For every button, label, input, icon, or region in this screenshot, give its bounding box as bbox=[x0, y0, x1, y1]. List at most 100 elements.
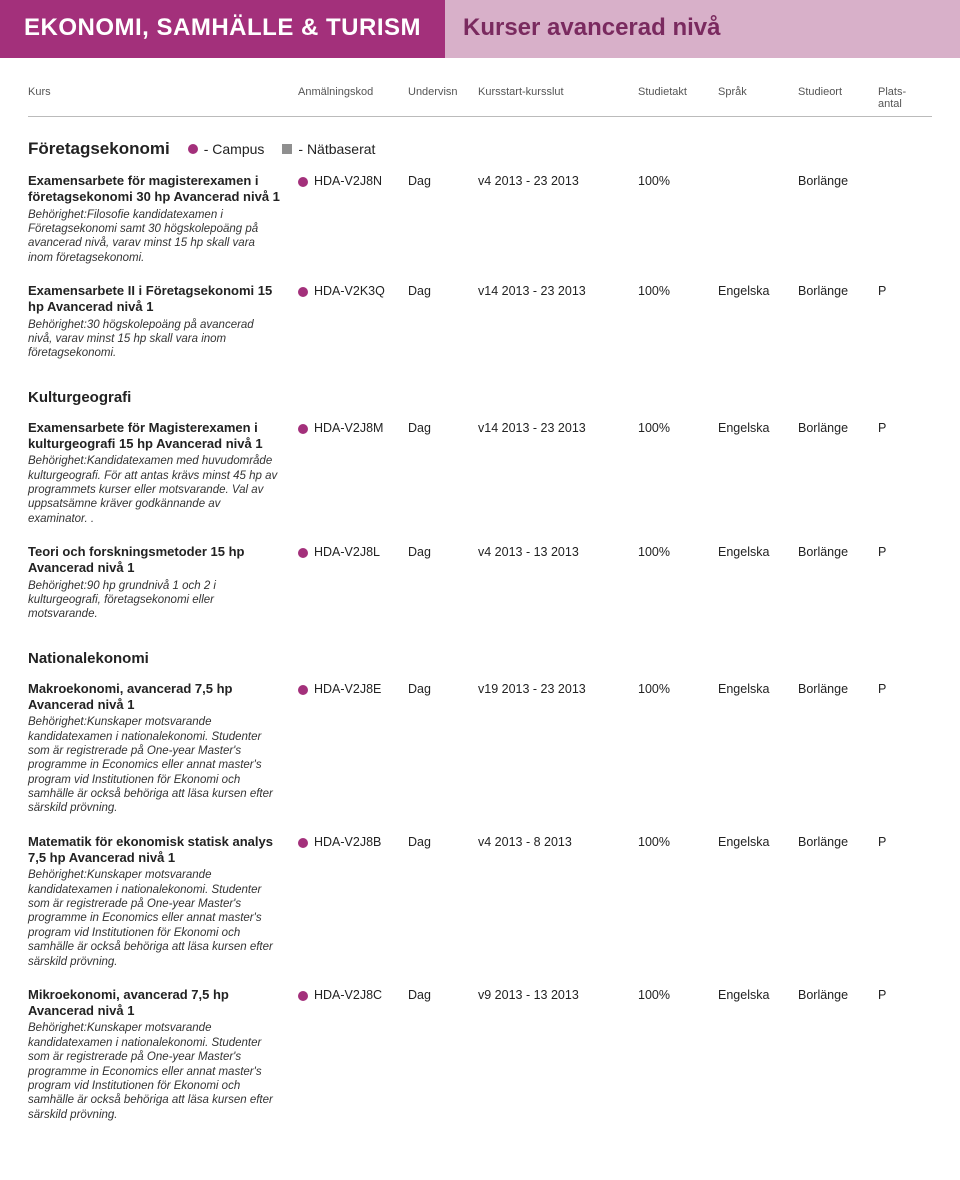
banner-category: EKONOMI, SAMHÄLLE & TURISM bbox=[0, 0, 445, 58]
course-row: Matematik för ekonomisk statisk analys 7… bbox=[28, 834, 932, 969]
column-headers: Kurs Anmälningskod Undervisn Kursstart-k… bbox=[28, 86, 932, 117]
course-language: Engelska bbox=[718, 544, 798, 559]
course-language bbox=[718, 173, 798, 174]
course-place: Borlänge bbox=[798, 283, 878, 298]
course-mode: Dag bbox=[408, 283, 478, 298]
section-title: Kulturgeografi bbox=[28, 389, 131, 406]
sections-container: Företagsekonomi - Campus - Nätbaserat Exame… bbox=[28, 139, 932, 1122]
course-pace: 100% bbox=[638, 283, 718, 298]
course-code: HDA-V2J8L bbox=[314, 545, 380, 559]
col-studieort: Studieort bbox=[798, 86, 878, 110]
course-mode: Dag bbox=[408, 987, 478, 1002]
legend-net-label: - Nätbaserat bbox=[298, 141, 375, 157]
course-title: Matematik för ekonomisk statisk analys 7… bbox=[28, 834, 280, 867]
campus-dot-icon bbox=[298, 548, 308, 558]
section-title: Nationalekonomi bbox=[28, 650, 149, 667]
course-pace: 100% bbox=[638, 834, 718, 849]
campus-dot-icon bbox=[298, 177, 308, 187]
course-code-cell: HDA-V2J8C bbox=[298, 987, 408, 1002]
course-title: Mikroekonomi, avancerad 7,5 hp Avancerad… bbox=[28, 987, 280, 1020]
course-code-cell: HDA-V2J8M bbox=[298, 420, 408, 435]
col-sprak: Språk bbox=[718, 86, 798, 110]
section-title: Företagsekonomi bbox=[28, 139, 170, 159]
course-code-cell: HDA-V2K3Q bbox=[298, 283, 408, 298]
course-code-cell: HDA-V2J8L bbox=[298, 544, 408, 559]
page-body: Kurs Anmälningskod Undervisn Kursstart-k… bbox=[0, 58, 960, 1180]
course-pace: 100% bbox=[638, 544, 718, 559]
course-code: HDA-V2K3Q bbox=[314, 284, 385, 298]
course-slots: P bbox=[878, 681, 918, 696]
course-row: Makroekonomi, avancerad 7,5 hp Avancerad… bbox=[28, 681, 932, 816]
legend-campus-label: - Campus bbox=[204, 141, 265, 157]
campus-dot-icon bbox=[298, 838, 308, 848]
course-slots: P bbox=[878, 834, 918, 849]
course-period: v4 2013 - 13 2013 bbox=[478, 544, 638, 559]
course-slots: P bbox=[878, 544, 918, 559]
course-slots: P bbox=[878, 987, 918, 1002]
course-row: Mikroekonomi, avancerad 7,5 hp Avancerad… bbox=[28, 987, 932, 1122]
course-period: v19 2013 - 23 2013 bbox=[478, 681, 638, 696]
course-place: Borlänge bbox=[798, 681, 878, 696]
course-pace: 100% bbox=[638, 420, 718, 435]
course-mode: Dag bbox=[408, 173, 478, 188]
section-header: Företagsekonomi - Campus - Nätbaserat bbox=[28, 139, 932, 159]
course-language: Engelska bbox=[718, 283, 798, 298]
col-anmalningskod: Anmälningskod bbox=[298, 86, 408, 110]
banner-subtitle: Kurser avancerad nivå bbox=[445, 0, 960, 58]
campus-dot-icon bbox=[188, 144, 198, 154]
course-period: v14 2013 - 23 2013 bbox=[478, 420, 638, 435]
course-mode: Dag bbox=[408, 681, 478, 696]
course-language: Engelska bbox=[718, 681, 798, 696]
section-header: Nationalekonomi bbox=[28, 650, 932, 667]
course-code-cell: HDA-V2J8N bbox=[298, 173, 408, 188]
course-row: Teori och forskningsmetoder 15 hp Avance… bbox=[28, 544, 932, 622]
course-language: Engelska bbox=[718, 420, 798, 435]
col-kursstart: Kursstart-kursslut bbox=[478, 86, 638, 110]
course-place: Borlänge bbox=[798, 834, 878, 849]
course-pace: 100% bbox=[638, 681, 718, 696]
course-code: HDA-V2J8N bbox=[314, 174, 382, 188]
legend-campus: - Campus bbox=[188, 141, 265, 157]
course-place: Borlänge bbox=[798, 987, 878, 1002]
course-place: Borlänge bbox=[798, 173, 878, 188]
course-pace: 100% bbox=[638, 987, 718, 1002]
course-description: Makroekonomi, avancerad 7,5 hp Avancerad… bbox=[28, 681, 298, 816]
course-mode: Dag bbox=[408, 834, 478, 849]
course-slots: P bbox=[878, 420, 918, 435]
campus-dot-icon bbox=[298, 287, 308, 297]
course-mode: Dag bbox=[408, 544, 478, 559]
course-period: v4 2013 - 23 2013 bbox=[478, 173, 638, 188]
course-description: Matematik för ekonomisk statisk analys 7… bbox=[28, 834, 298, 969]
course-description: Teori och forskningsmetoder 15 hp Avance… bbox=[28, 544, 298, 622]
course-title: Teori och forskningsmetoder 15 hp Avance… bbox=[28, 544, 280, 577]
campus-dot-icon bbox=[298, 424, 308, 434]
campus-dot-icon bbox=[298, 991, 308, 1001]
course-code: HDA-V2J8B bbox=[314, 835, 381, 849]
course-language: Engelska bbox=[718, 987, 798, 1002]
course-mode: Dag bbox=[408, 420, 478, 435]
course-code: HDA-V2J8M bbox=[314, 421, 383, 435]
campus-dot-icon bbox=[298, 685, 308, 695]
course-description: Examensarbete för magisterexamen i föret… bbox=[28, 173, 298, 265]
course-requirements: Behörighet:Filosofie kandidatexamen i Fö… bbox=[28, 208, 280, 266]
course-code: HDA-V2J8E bbox=[314, 682, 381, 696]
course-requirements: Behörighet:90 hp grundnivå 1 och 2 i kul… bbox=[28, 579, 280, 622]
course-description: Mikroekonomi, avancerad 7,5 hp Avancerad… bbox=[28, 987, 298, 1122]
course-requirements: Behörighet:Kandidatexamen med huvudområd… bbox=[28, 454, 280, 526]
course-description: Examensarbete II i Företagsekonomi 15 hp… bbox=[28, 283, 298, 361]
course-code: HDA-V2J8C bbox=[314, 988, 382, 1002]
course-period: v9 2013 - 13 2013 bbox=[478, 987, 638, 1002]
course-title: Examensarbete för magisterexamen i föret… bbox=[28, 173, 280, 206]
course-requirements: Behörighet:Kunskaper motsvarande kandida… bbox=[28, 715, 280, 816]
course-slots: P bbox=[878, 283, 918, 298]
col-studietakt: Studietakt bbox=[638, 86, 718, 110]
course-slots bbox=[878, 173, 918, 174]
course-code-cell: HDA-V2J8B bbox=[298, 834, 408, 849]
course-requirements: Behörighet:Kunskaper motsvarande kandida… bbox=[28, 868, 280, 969]
section-header: Kulturgeografi bbox=[28, 389, 932, 406]
course-period: v4 2013 - 8 2013 bbox=[478, 834, 638, 849]
course-description: Examensarbete för Magisterexamen i kultu… bbox=[28, 420, 298, 526]
course-place: Borlänge bbox=[798, 420, 878, 435]
course-row: Examensarbete II i Företagsekonomi 15 hp… bbox=[28, 283, 932, 361]
course-title: Examensarbete II i Företagsekonomi 15 hp… bbox=[28, 283, 280, 316]
